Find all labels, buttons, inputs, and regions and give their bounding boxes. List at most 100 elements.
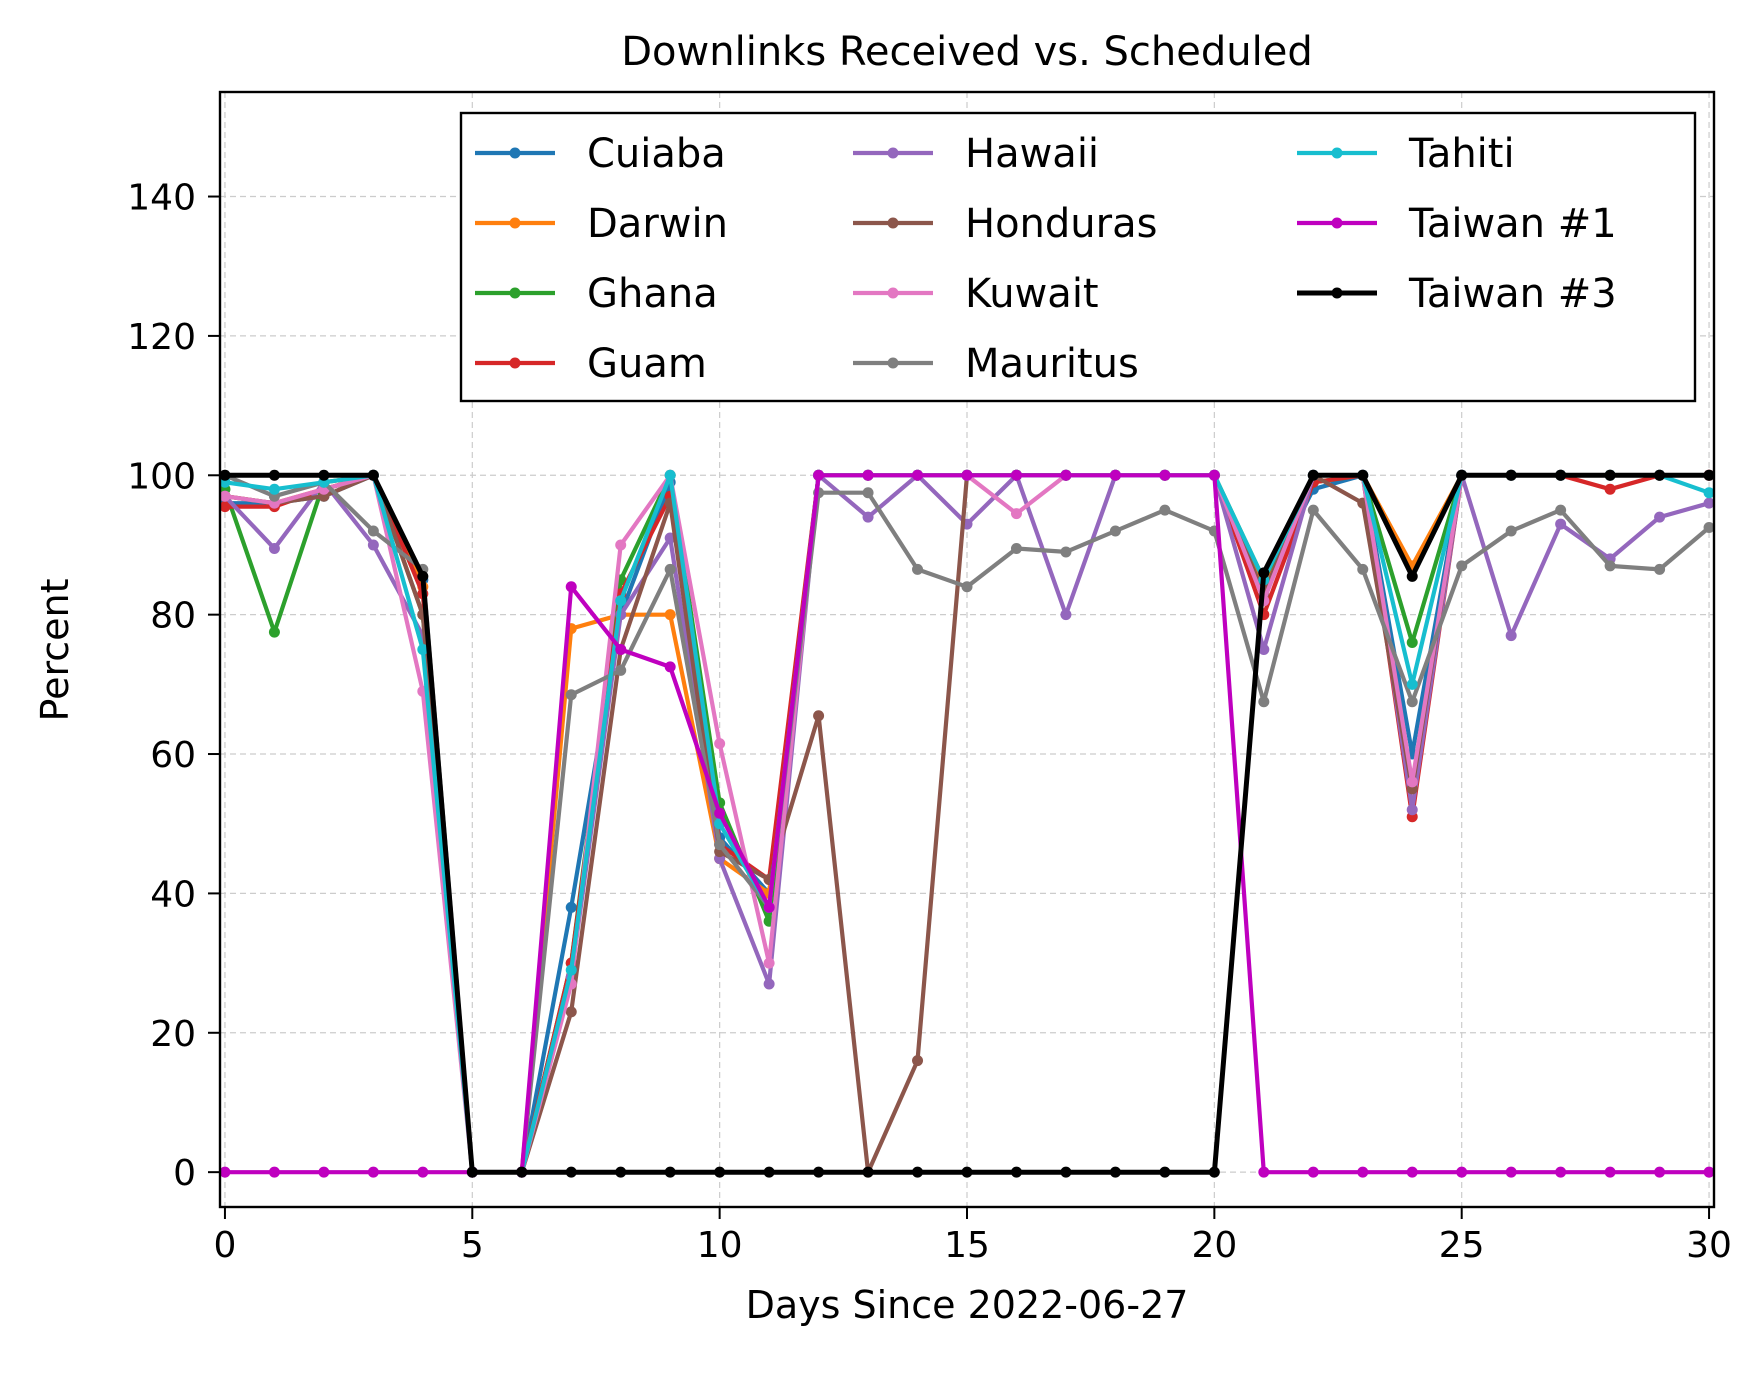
legend-item-taiwan-3: Taiwan #3: [1297, 271, 1617, 317]
data-point-mauritus: [1159, 504, 1171, 516]
data-point-guam: [219, 501, 231, 513]
data-point-mauritus: [1456, 560, 1468, 572]
data-point-taiwan-1: [714, 807, 726, 819]
legend-label: Tahiti: [1408, 131, 1515, 177]
data-point-mauritus: [1357, 563, 1369, 575]
data-point-taiwan-3: [912, 1166, 924, 1178]
legend-label: Taiwan #1: [1408, 201, 1617, 247]
data-point-mauritus: [1406, 696, 1418, 708]
data-point-taiwan-3: [318, 469, 330, 481]
x-tick-label: 0: [213, 1225, 236, 1266]
data-point-taiwan-3: [1406, 570, 1418, 582]
data-point-guam: [1604, 483, 1616, 495]
y-axis: 0 20 40 60 80 100 120 140: [127, 178, 220, 1194]
data-point-taiwan-1: [1654, 1166, 1666, 1178]
x-tick-label: 10: [697, 1225, 743, 1266]
data-point-taiwan-3: [763, 1166, 775, 1178]
legend-label: Taiwan #3: [1408, 271, 1617, 317]
legend-item-taiwan-1: Taiwan #1: [1297, 201, 1617, 247]
data-point-taiwan-3: [1060, 1166, 1072, 1178]
data-point-hawaii: [1060, 609, 1072, 621]
data-point-tahiti: [615, 595, 627, 607]
data-point-taiwan-1: [615, 644, 627, 655]
data-point-taiwan-1: [268, 1166, 280, 1178]
y-tick-label: 140: [127, 178, 196, 219]
y-tick-label: 20: [150, 1014, 196, 1055]
data-point-hawaii: [367, 539, 379, 551]
data-point-taiwan-3: [714, 1166, 726, 1178]
data-point-taiwan-1: [1258, 1166, 1270, 1178]
data-point-taiwan-3: [1208, 1166, 1220, 1178]
data-point-taiwan-3: [367, 469, 379, 481]
legend-marker: [887, 217, 899, 229]
data-point-mauritus: [1555, 504, 1567, 516]
data-point-taiwan-3: [565, 1166, 577, 1178]
data-point-ghana: [1406, 637, 1418, 649]
y-tick-label: 40: [150, 874, 196, 915]
data-point-taiwan-3: [664, 1166, 676, 1178]
data-point-mauritus: [1258, 696, 1270, 708]
legend-item-guam: Guam: [475, 341, 707, 387]
data-point-taiwan-3: [1654, 469, 1666, 481]
data-point-taiwan-3: [1258, 567, 1270, 579]
data-point-hawaii: [1703, 497, 1715, 509]
y-tick-label: 80: [150, 596, 196, 637]
legend-marker: [887, 357, 899, 369]
data-point-taiwan-3: [1357, 469, 1369, 481]
data-point-honduras: [813, 710, 825, 722]
legend-item-kuwait: Kuwait: [853, 271, 1099, 317]
series-taiwan-3: [219, 469, 1715, 1178]
data-point-taiwan-1: [862, 469, 874, 481]
data-point-taiwan-1: [1456, 1166, 1468, 1178]
data-point-kuwait: [1010, 508, 1022, 520]
series-lines: [219, 469, 1715, 1178]
data-point-taiwan-3: [417, 570, 429, 582]
data-point-hawaii: [1555, 518, 1567, 530]
data-point-taiwan-1: [1010, 469, 1022, 481]
data-point-taiwan-1: [565, 581, 577, 593]
y-tick-label: 60: [150, 735, 196, 776]
data-point-taiwan-3: [1307, 469, 1319, 481]
data-point-taiwan-1: [1703, 1166, 1715, 1178]
data-point-taiwan-1: [763, 901, 775, 913]
data-point-mauritus: [1307, 504, 1319, 516]
data-point-mauritus: [367, 525, 379, 537]
data-point-darwin: [664, 609, 676, 621]
legend-marker: [1331, 147, 1343, 159]
data-point-taiwan-1: [1208, 469, 1220, 481]
data-point-taiwan-3: [268, 469, 280, 481]
data-point-hawaii: [268, 542, 280, 554]
data-point-kuwait: [763, 957, 775, 969]
data-point-tahiti: [1406, 678, 1418, 690]
data-point-hawaii: [1406, 804, 1418, 816]
data-point-kuwait: [219, 490, 231, 502]
legend-box: [459, 111, 1697, 403]
data-point-taiwan-3: [1703, 469, 1715, 481]
data-point-taiwan-1: [417, 1166, 429, 1178]
data-point-taiwan-3: [219, 469, 231, 481]
data-point-mauritus: [1505, 525, 1517, 537]
legend-label: Hawaii: [965, 131, 1099, 177]
data-point-taiwan-1: [664, 661, 676, 673]
legend: Cuiaba Darwin Ghana Guam Hawaii Honduras Kuwai…: [459, 111, 1697, 403]
legend-marker: [1331, 287, 1343, 299]
chart-title: Downlinks Received vs. Scheduled: [621, 29, 1312, 75]
data-point-mauritus: [862, 487, 874, 499]
data-point-mauritus: [1109, 525, 1121, 537]
legend-marker: [887, 287, 899, 299]
legend-label: Kuwait: [965, 271, 1099, 317]
data-point-mauritus: [1654, 563, 1666, 575]
legend-label: Mauritus: [965, 341, 1139, 387]
data-point-mauritus: [1703, 522, 1715, 534]
y-axis-title: Percent: [33, 579, 77, 722]
data-point-mauritus: [961, 581, 973, 593]
legend-marker: [509, 147, 521, 159]
data-point-taiwan-1: [367, 1166, 379, 1178]
data-point-kuwait: [714, 738, 726, 750]
legend-label: Ghana: [587, 271, 718, 317]
data-point-kuwait: [615, 539, 627, 551]
data-point-cuiaba: [565, 901, 577, 913]
legend-label: Darwin: [587, 201, 728, 247]
legend-item-hawaii: Hawaii: [853, 131, 1099, 177]
data-point-taiwan-3: [1109, 1166, 1121, 1178]
